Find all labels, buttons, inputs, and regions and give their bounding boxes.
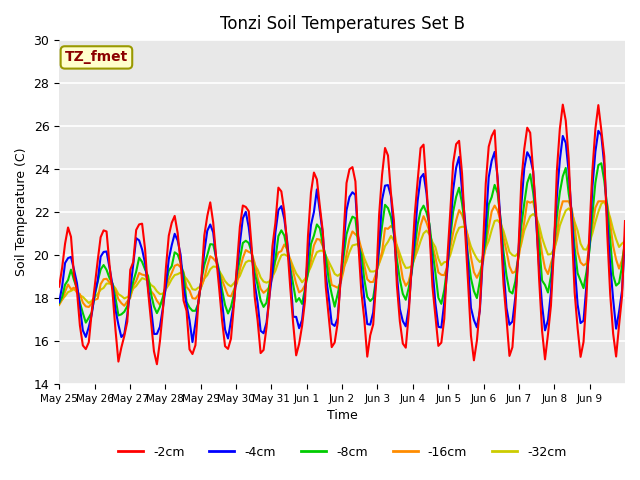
Legend: -2cm, -4cm, -8cm, -16cm, -32cm: -2cm, -4cm, -8cm, -16cm, -32cm [113,441,572,464]
-4cm [124,312,131,318]
-4cm [595,128,602,134]
-4cm [286,270,294,276]
Text: TZ_fmet: TZ_fmet [65,50,128,64]
-16cm [286,257,294,263]
-16cm [85,304,93,310]
-8cm [82,320,90,325]
-16cm [55,302,63,308]
-2cm [292,352,300,358]
-32cm [55,298,63,303]
-2cm [621,218,629,224]
-4cm [55,299,63,305]
-8cm [292,299,300,305]
-8cm [127,291,134,297]
-16cm [127,295,134,301]
-32cm [85,300,93,306]
-16cm [621,240,629,246]
Line: -16cm: -16cm [59,201,625,307]
-4cm [381,183,389,189]
-32cm [600,199,608,204]
-2cm [381,145,389,151]
-32cm [621,238,629,244]
-32cm [127,292,134,298]
-16cm [381,225,389,231]
-8cm [598,160,605,166]
X-axis label: Time: Time [326,409,358,422]
-2cm [153,361,161,367]
Y-axis label: Soil Temperature (C): Soil Temperature (C) [15,148,28,276]
-2cm [414,178,422,184]
-8cm [621,237,629,243]
-16cm [414,239,422,244]
-8cm [55,300,63,306]
-4cm [189,339,196,345]
-2cm [559,102,566,108]
-32cm [286,256,294,262]
Title: Tonzi Soil Temperatures Set B: Tonzi Soil Temperatures Set B [220,15,465,33]
-4cm [621,234,629,240]
-8cm [342,231,350,237]
-32cm [342,258,350,264]
-8cm [381,202,389,208]
-16cm [524,198,531,204]
-4cm [342,207,350,213]
-4cm [292,314,300,320]
-4cm [414,198,422,204]
-8cm [414,222,422,228]
Line: -4cm: -4cm [59,131,625,342]
-16cm [342,251,350,257]
-32cm [414,247,422,253]
Line: -32cm: -32cm [59,202,625,303]
-2cm [55,284,63,289]
Line: -2cm: -2cm [59,105,625,364]
Line: -8cm: -8cm [59,163,625,323]
-32cm [292,271,300,276]
-8cm [286,264,294,270]
-16cm [292,281,300,287]
-2cm [124,319,131,324]
-2cm [286,284,294,290]
-2cm [342,180,350,186]
-32cm [381,243,389,249]
